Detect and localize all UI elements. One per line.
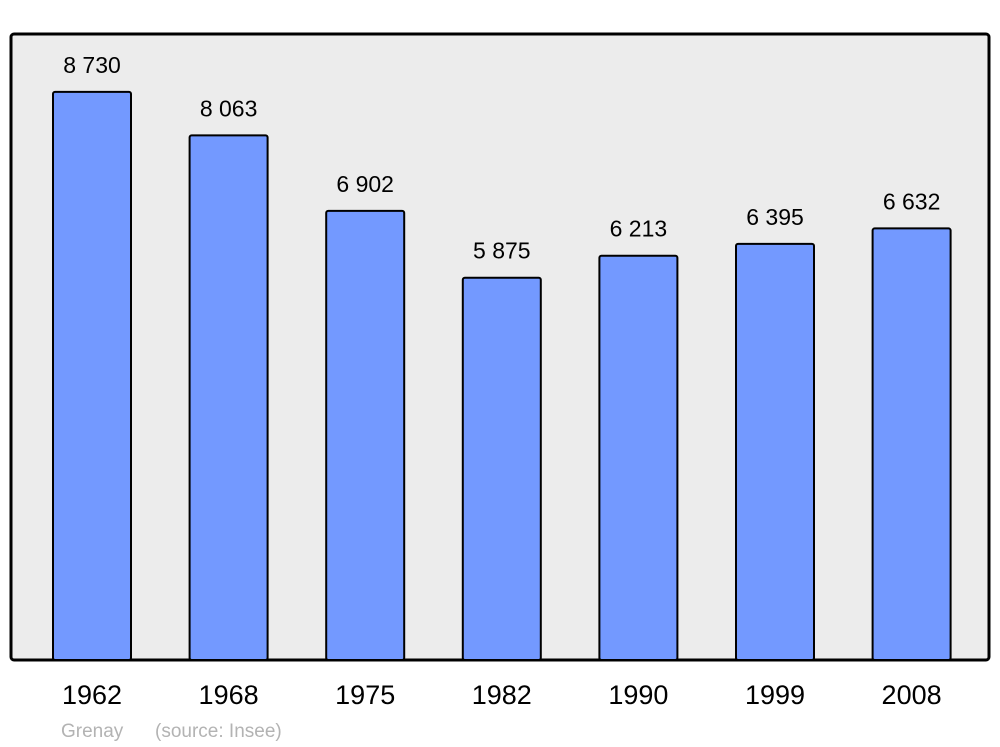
data-label-2008: 6 632 [883, 188, 941, 214]
bar-1962 [52, 90, 132, 662]
x-tick-1982: 1982 [472, 680, 532, 710]
x-tick-1962: 1962 [62, 680, 122, 710]
data-label-1975: 6 902 [336, 171, 394, 197]
data-label-1962: 8 730 [63, 52, 121, 78]
x-tick-2008: 2008 [882, 680, 942, 710]
data-label-1990: 6 213 [610, 216, 668, 242]
x-tick-1999: 1999 [745, 680, 805, 710]
x-tick-1975: 1975 [335, 680, 395, 710]
data-label-1999: 6 395 [746, 204, 804, 230]
bar-1982 [461, 276, 542, 661]
bar-1999 [735, 242, 815, 661]
footer-source: (source: Insee) [155, 721, 282, 742]
data-label-1982: 5 875 [473, 238, 531, 264]
data-label-1968: 8 063 [200, 95, 258, 121]
bar-1990 [598, 254, 679, 661]
x-tick-1990: 1990 [608, 680, 668, 710]
bar-2008 [871, 227, 952, 662]
footer-place: Grenay [61, 721, 124, 742]
bar-1968 [188, 134, 269, 661]
x-tick-1968: 1968 [199, 680, 259, 710]
bar-1975 [325, 209, 406, 662]
